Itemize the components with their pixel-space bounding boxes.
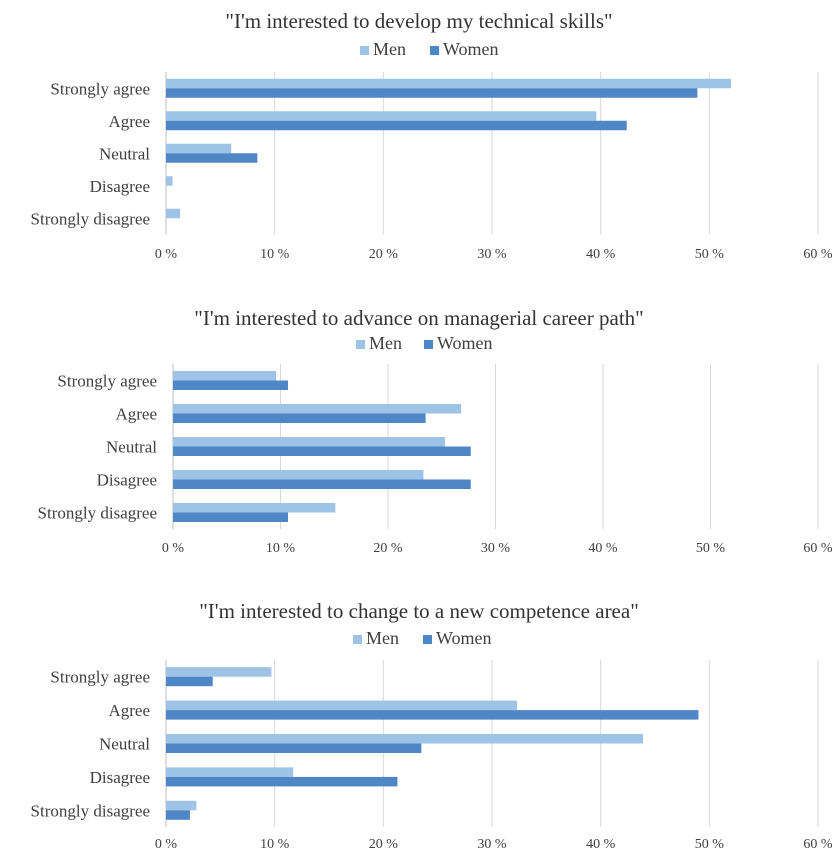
- category-label: Agree: [115, 405, 157, 424]
- bar-men: [166, 111, 597, 121]
- category-label: Neutral: [106, 438, 157, 457]
- bar-men: [166, 800, 197, 811]
- x-tick-label: 0 %: [155, 247, 178, 262]
- chart-2: "I'm interested to advance on managerial…: [38, 306, 833, 556]
- bar-men: [173, 371, 277, 381]
- bar-women: [173, 446, 471, 456]
- legend-swatch-women: [424, 340, 433, 349]
- x-tick-label: 30 %: [477, 247, 507, 262]
- legend-label-women: Women: [437, 333, 493, 353]
- legend-label-men: Men: [366, 628, 399, 648]
- bar-women: [166, 88, 698, 98]
- x-tick-label: 0 %: [155, 837, 178, 852]
- bar-women: [173, 512, 289, 522]
- bar-women: [166, 776, 398, 787]
- x-tick-label: 30 %: [477, 837, 507, 852]
- category-label: Disagree: [90, 768, 150, 787]
- category-label: Strongly agree: [57, 372, 157, 391]
- category-label: Strongly agree: [50, 79, 150, 98]
- bar-women: [166, 676, 213, 687]
- bar-women: [166, 810, 190, 820]
- x-tick-label: 10 %: [266, 541, 296, 556]
- legend-label-women: Women: [443, 39, 499, 59]
- bar-women: [173, 413, 426, 423]
- category-label: Neutral: [99, 735, 150, 754]
- bar-women: [166, 710, 699, 720]
- legend-swatch-men: [360, 46, 369, 55]
- bar-women: [166, 120, 627, 131]
- chart-1: "I'm interested to develop my technical …: [31, 9, 833, 262]
- legend-swatch-men: [356, 340, 365, 349]
- x-tick-label: 40 %: [586, 247, 616, 262]
- category-label: Strongly disagree: [38, 504, 157, 523]
- x-tick-label: 60 %: [803, 541, 833, 556]
- bar-men: [166, 143, 232, 154]
- legend-swatch-men: [353, 635, 362, 644]
- category-label: Strongly disagree: [31, 209, 150, 228]
- x-tick-label: 60 %: [803, 247, 833, 262]
- category-label: Strongly agree: [50, 668, 150, 687]
- legend-label-women: Women: [436, 628, 492, 648]
- x-tick-label: 20 %: [369, 247, 399, 262]
- x-tick-label: 0 %: [162, 541, 185, 556]
- category-label: Disagree: [97, 471, 157, 490]
- x-tick-label: 10 %: [260, 247, 290, 262]
- chart-title: "I'm interested to advance on managerial…: [194, 306, 643, 330]
- category-label: Disagree: [90, 177, 150, 196]
- x-tick-label: 10 %: [260, 837, 290, 852]
- chart-title: "I'm interested to change to a new compe…: [199, 599, 639, 623]
- x-tick-label: 50 %: [696, 541, 726, 556]
- bar-men: [166, 734, 644, 744]
- bar-men: [173, 437, 445, 447]
- bar-men: [166, 176, 173, 186]
- bar-men: [173, 503, 336, 513]
- category-label: Agree: [108, 112, 150, 131]
- bar-women: [166, 743, 422, 753]
- bar-women: [166, 153, 258, 163]
- legend-swatch-women: [430, 46, 439, 55]
- x-tick-label: 50 %: [695, 837, 725, 852]
- bar-men: [166, 767, 294, 777]
- x-tick-label: 60 %: [803, 837, 833, 852]
- x-tick-label: 50 %: [695, 247, 725, 262]
- legend-label-men: Men: [373, 39, 406, 59]
- bar-men: [166, 78, 732, 89]
- legend-swatch-women: [423, 635, 432, 644]
- bar-men: [173, 470, 424, 480]
- bar-men: [166, 208, 181, 219]
- x-tick-label: 20 %: [369, 837, 399, 852]
- bar-men: [166, 700, 517, 711]
- x-tick-label: 40 %: [586, 837, 616, 852]
- x-tick-label: 30 %: [481, 541, 511, 556]
- bar-women: [173, 380, 289, 390]
- bar-men: [173, 404, 462, 414]
- bar-men: [166, 667, 272, 677]
- x-tick-label: 20 %: [373, 541, 403, 556]
- legend-label-men: Men: [369, 333, 402, 353]
- category-label: Agree: [108, 701, 150, 720]
- x-tick-label: 40 %: [588, 541, 618, 556]
- chart-title: "I'm interested to develop my technical …: [225, 9, 612, 33]
- chart-3: "I'm interested to change to a new compe…: [31, 599, 833, 852]
- category-label: Neutral: [99, 144, 150, 163]
- bar-women: [173, 479, 471, 489]
- category-label: Strongly disagree: [31, 801, 150, 820]
